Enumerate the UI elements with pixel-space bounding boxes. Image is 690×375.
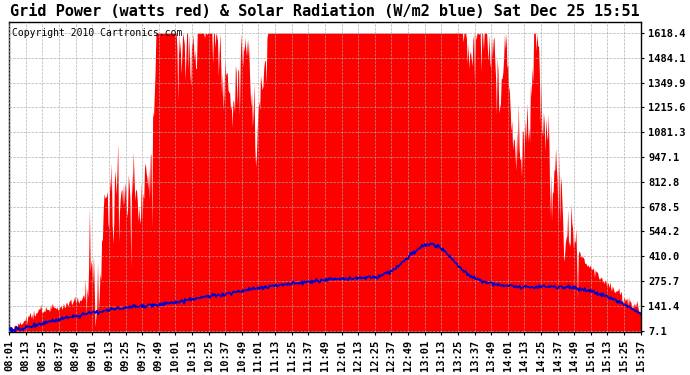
Text: Copyright 2010 Cartronics.com: Copyright 2010 Cartronics.com bbox=[12, 28, 183, 38]
Title: Grid Power (watts red) & Solar Radiation (W/m2 blue) Sat Dec 25 15:51: Grid Power (watts red) & Solar Radiation… bbox=[10, 4, 640, 19]
